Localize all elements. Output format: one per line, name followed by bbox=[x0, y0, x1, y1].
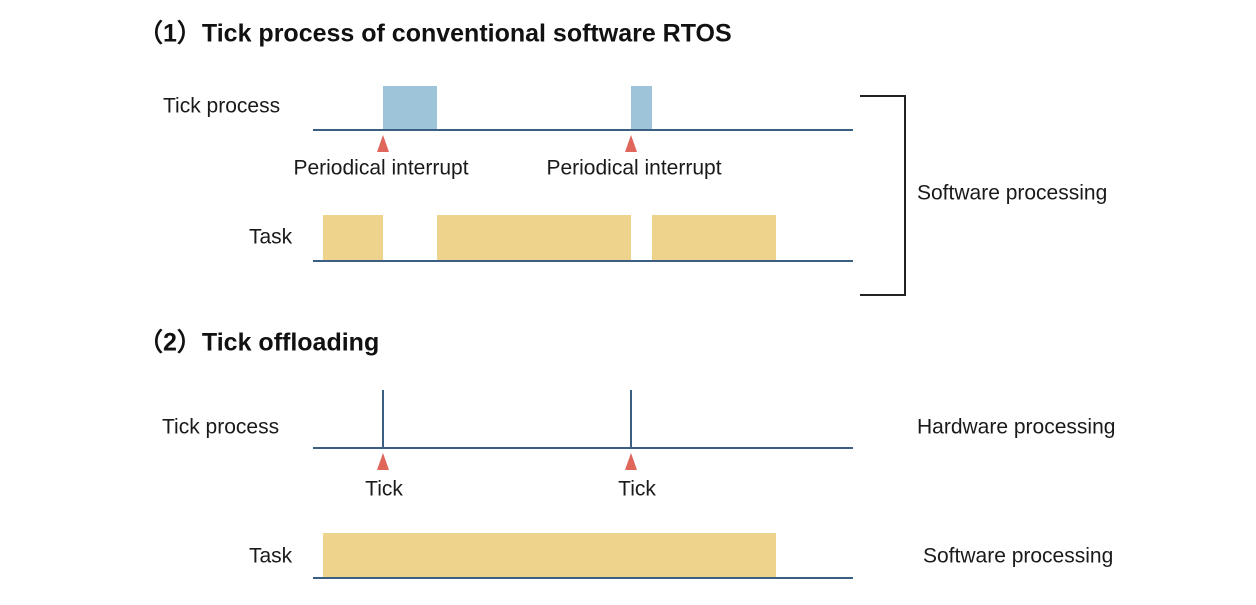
task-block bbox=[323, 533, 776, 578]
row-label: Tick process bbox=[163, 95, 280, 118]
side-label: Hardware processing bbox=[917, 416, 1115, 439]
section-title: （2）Tick offloading bbox=[138, 328, 379, 357]
row-label: Task bbox=[249, 226, 293, 249]
task-block bbox=[323, 215, 383, 261]
side-label: Software processing bbox=[923, 545, 1113, 568]
tick-marker bbox=[377, 453, 389, 470]
tick-block bbox=[383, 86, 437, 130]
section-title: （1）Tick process of conventional software… bbox=[138, 19, 732, 48]
side-label: Software processing bbox=[917, 182, 1107, 205]
row-label: Task bbox=[249, 545, 293, 568]
marker-label: Periodical interrupt bbox=[546, 157, 721, 180]
interrupt-marker bbox=[625, 135, 637, 152]
marker-label: Tick bbox=[618, 478, 656, 501]
interrupt-marker bbox=[377, 135, 389, 152]
tick-block bbox=[631, 86, 652, 130]
marker-label: Periodical interrupt bbox=[293, 157, 468, 180]
task-block bbox=[652, 215, 776, 261]
tick-marker bbox=[625, 453, 637, 470]
marker-label: Tick bbox=[365, 478, 403, 501]
row-label: Tick process bbox=[162, 416, 279, 439]
bracket bbox=[860, 95, 906, 296]
task-block bbox=[437, 215, 631, 261]
